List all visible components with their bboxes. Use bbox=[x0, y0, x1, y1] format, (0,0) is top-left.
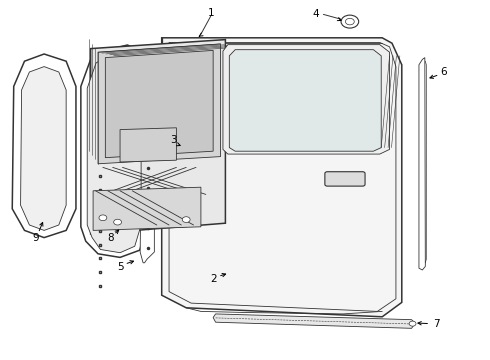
Text: 4: 4 bbox=[313, 9, 319, 19]
Text: 8: 8 bbox=[107, 233, 114, 243]
Polygon shape bbox=[162, 38, 402, 317]
FancyBboxPatch shape bbox=[325, 172, 365, 186]
Text: 7: 7 bbox=[433, 319, 440, 329]
Text: 9: 9 bbox=[32, 233, 39, 243]
Polygon shape bbox=[98, 44, 220, 164]
Polygon shape bbox=[21, 67, 66, 230]
Polygon shape bbox=[81, 45, 147, 257]
Polygon shape bbox=[223, 45, 390, 154]
Circle shape bbox=[345, 18, 354, 25]
Polygon shape bbox=[12, 54, 76, 238]
Circle shape bbox=[409, 321, 416, 326]
Circle shape bbox=[182, 217, 190, 222]
Polygon shape bbox=[140, 140, 154, 263]
Text: 2: 2 bbox=[210, 274, 217, 284]
Circle shape bbox=[341, 15, 359, 28]
Text: 5: 5 bbox=[117, 262, 123, 272]
Polygon shape bbox=[213, 314, 414, 328]
Text: 6: 6 bbox=[440, 67, 447, 77]
Polygon shape bbox=[120, 128, 176, 162]
Circle shape bbox=[99, 215, 107, 221]
Polygon shape bbox=[419, 58, 425, 270]
Polygon shape bbox=[229, 50, 381, 151]
Polygon shape bbox=[93, 187, 201, 230]
Text: 1: 1 bbox=[207, 8, 214, 18]
Text: 3: 3 bbox=[171, 135, 177, 145]
Polygon shape bbox=[91, 40, 225, 234]
Polygon shape bbox=[105, 50, 213, 158]
Circle shape bbox=[114, 219, 122, 225]
Polygon shape bbox=[87, 51, 141, 253]
